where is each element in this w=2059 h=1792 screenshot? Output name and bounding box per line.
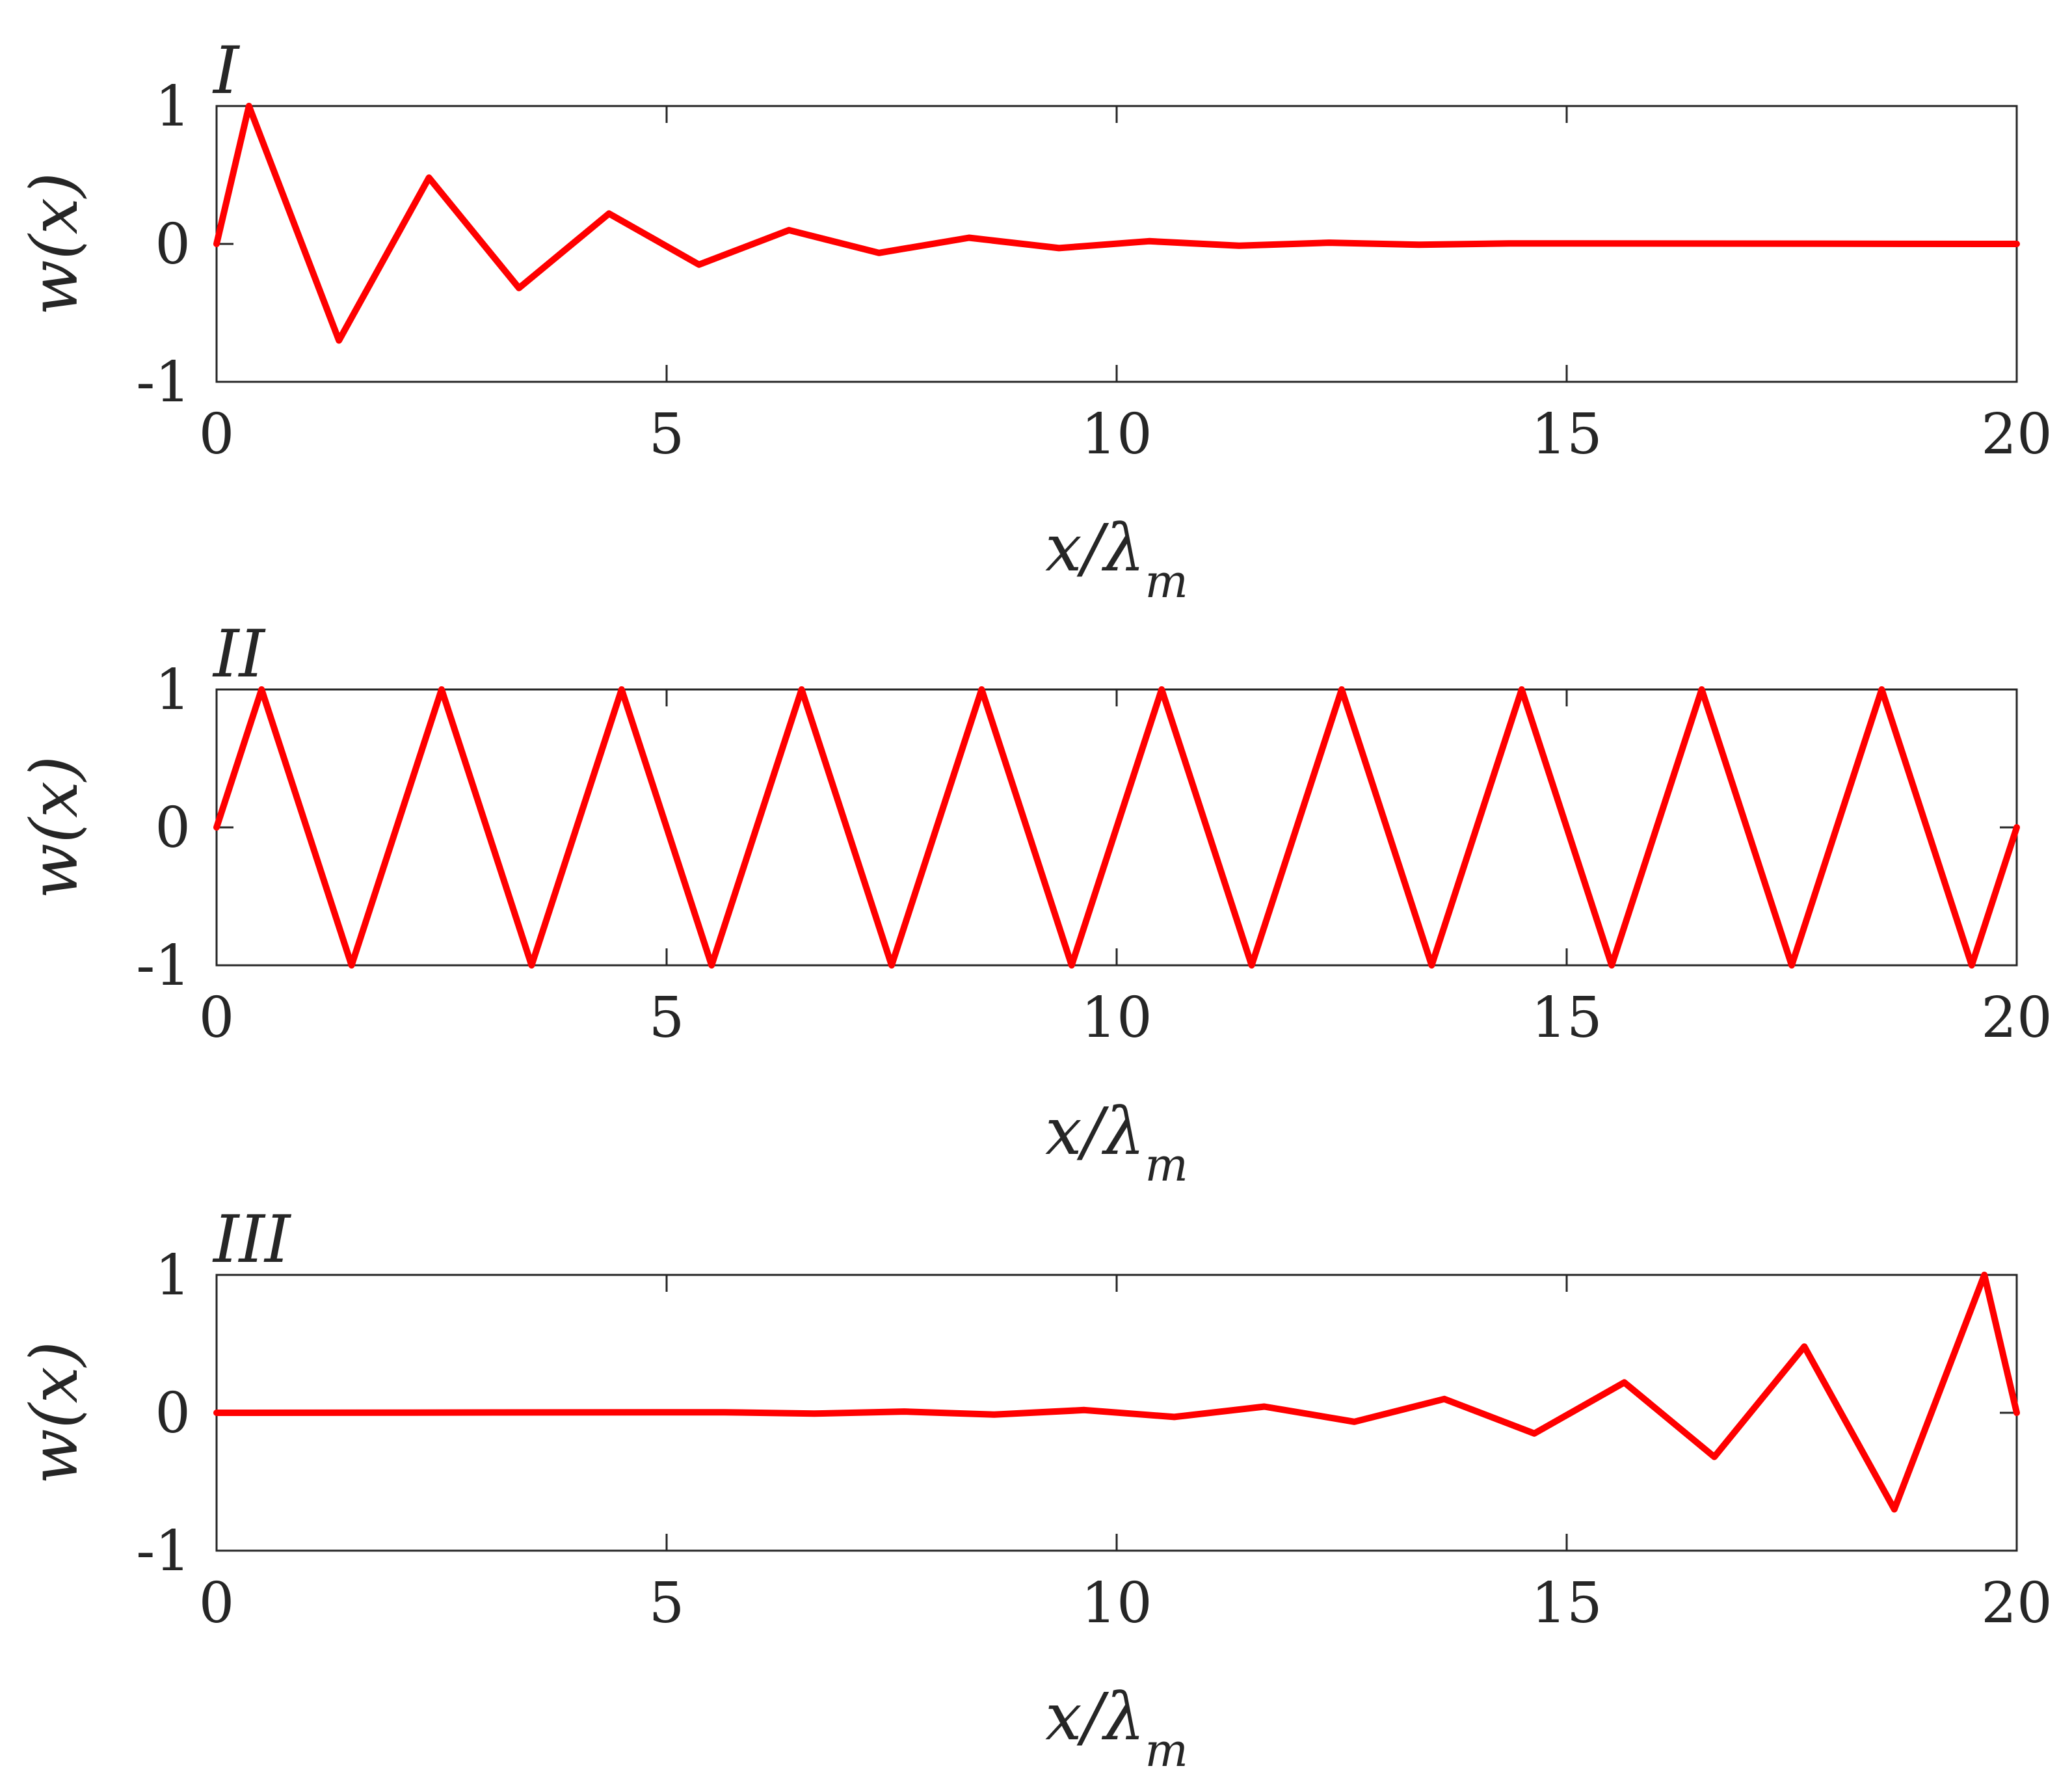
x-tick-label: 5 xyxy=(649,1571,685,1636)
x-axis-label: x/λm xyxy=(1045,1093,1188,1192)
series-line xyxy=(213,1272,2020,1513)
x-tick-label: 0 xyxy=(199,402,235,467)
y-tick-label: 1 xyxy=(155,1243,191,1308)
x-tick-label: 20 xyxy=(1981,985,2052,1050)
x-axis-label-subscript: m xyxy=(1145,555,1188,608)
y-axis-label: w(x) xyxy=(16,756,92,899)
panel-label: II xyxy=(212,616,267,692)
x-tick-label: 10 xyxy=(1081,402,1152,467)
x-tick-label: 5 xyxy=(649,985,685,1050)
x-tick-label: 20 xyxy=(1981,1571,2052,1636)
series-line xyxy=(213,686,2020,969)
x-tick-label: 20 xyxy=(1981,402,2052,467)
y-tick-label: -1 xyxy=(136,350,191,415)
y-tick-label: 0 xyxy=(155,796,191,861)
x-tick-label: 15 xyxy=(1531,1571,1602,1636)
x-tick-label: 0 xyxy=(199,985,235,1050)
y-tick-label: 0 xyxy=(155,212,191,277)
x-tick-label: 15 xyxy=(1531,985,1602,1050)
x-tick-label: 10 xyxy=(1081,1571,1152,1636)
y-axis-label: w(x) xyxy=(16,172,92,315)
panel-label: I xyxy=(212,33,241,109)
y-tick-label: 0 xyxy=(155,1381,191,1446)
y-tick-label: 1 xyxy=(155,74,191,139)
y-tick-label: 1 xyxy=(155,658,191,723)
series-line xyxy=(213,103,2020,344)
x-tick-label: 5 xyxy=(649,402,685,467)
x-tick-label: 10 xyxy=(1081,985,1152,1050)
x-tick-label: 15 xyxy=(1531,402,1602,467)
x-axis-label: x/λm xyxy=(1045,1679,1188,1777)
y-tick-label: -1 xyxy=(136,1519,191,1584)
x-axis-label: x/λm xyxy=(1045,510,1188,608)
x-tick-label: 0 xyxy=(199,1571,235,1636)
y-axis-label: w(x) xyxy=(16,1341,92,1484)
y-tick-label: -1 xyxy=(136,933,191,998)
x-axis-label-subscript: m xyxy=(1145,1724,1188,1777)
panel-label: III xyxy=(212,1201,292,1277)
x-axis-label-subscript: m xyxy=(1145,1138,1188,1192)
